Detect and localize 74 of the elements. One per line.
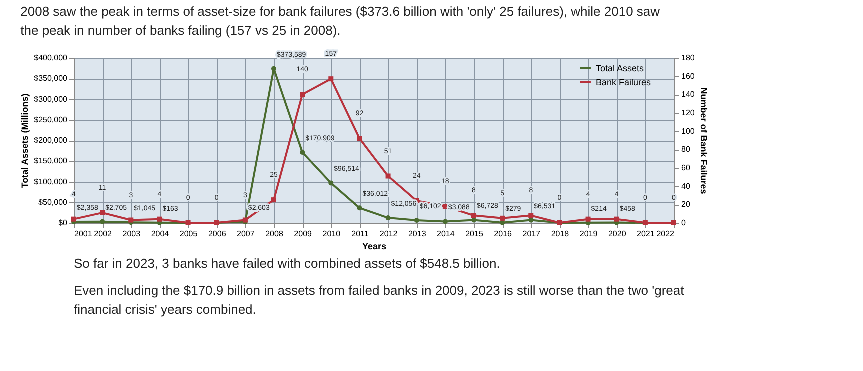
point — [100, 219, 106, 224]
point — [472, 218, 476, 223]
x-tick-label: 2015 — [466, 230, 484, 238]
point — [272, 66, 276, 72]
x-tick-label: 2014 — [437, 230, 456, 238]
y-tick-label: $250,000 — [34, 115, 68, 124]
text: Even including the $170.9 billion in assets from failed banks in 2009, 2023 is still worse than the two 'great financial crisis' years combined. — [74, 283, 685, 317]
point — [386, 216, 391, 221]
x-tick-label: 2009 — [294, 230, 313, 238]
x-tick-label: 2020 — [608, 230, 627, 238]
x-tick-label: 2018 — [551, 230, 570, 238]
y2-tick-label: 60 — [682, 164, 691, 172]
point — [128, 218, 134, 223]
x-axis-title: Years — [362, 242, 387, 252]
point — [528, 218, 534, 223]
point — [500, 216, 506, 221]
legend-label: Bank Failures — [596, 78, 652, 88]
point — [614, 216, 620, 222]
point — [528, 213, 534, 218]
point — [328, 76, 334, 82]
x-tick-label: 2021 — [637, 230, 656, 238]
y-tick-label: $400,000 — [34, 54, 68, 62]
x-tick-label: 2008 — [266, 230, 284, 238]
point — [357, 136, 362, 142]
y2-tick-label: 160 — [682, 72, 696, 81]
y-tick-label: $300,000 — [34, 94, 68, 104]
y2-axis-title: Number of Bank Failures — [698, 88, 709, 194]
x-tick-label: 2005 — [180, 230, 198, 238]
x-tick-label: 2010 — [322, 230, 342, 238]
legend-label: Total Assets — [596, 64, 645, 74]
x-tick-label: 2022 — [656, 230, 676, 238]
y2-tick-label: 180 — [682, 54, 696, 62]
y2-tick-label: 120 — [682, 108, 696, 118]
point — [472, 213, 476, 218]
point — [328, 180, 334, 186]
point — [300, 150, 306, 155]
x-tick-label: 2012 — [380, 230, 398, 238]
point — [300, 92, 306, 98]
x-tick-label: 2019 — [580, 230, 598, 238]
y2-tick-label: 80 — [682, 145, 691, 154]
y2-tick-label: 0 — [682, 218, 686, 228]
point — [100, 210, 106, 216]
point — [157, 216, 162, 222]
point — [414, 218, 420, 223]
y-tick-label: $100,000 — [34, 177, 68, 186]
x-tick-label: 2017 — [522, 230, 542, 238]
x-tick-label: 2001 — [74, 230, 93, 238]
point — [386, 174, 391, 179]
chart-title: 2008 saw the peak in terms of asset-size for bank failures ($373.6 billion with 'only' 25 failures), while 2010 saw the peak in number of banks failing (157 vs 25 in 2008). — [20, 4, 661, 38]
y-axis-title: Total Assets (Millions) — [20, 94, 30, 188]
x-tick-label: 2013 — [408, 230, 427, 238]
y-tick-label: $50,000 — [38, 198, 68, 207]
point — [72, 216, 76, 222]
x-tick-label: 2007 — [237, 230, 256, 238]
y-tick-label: $350,000 — [34, 74, 68, 84]
point — [357, 206, 362, 211]
x-tick-label: 2006 — [208, 230, 227, 238]
x-tick-label: 2003 — [122, 230, 142, 238]
point — [272, 198, 276, 203]
y2-tick-label: 40 — [682, 182, 691, 191]
point — [500, 220, 506, 226]
point — [442, 219, 448, 224]
x-tick-label: 2004 — [151, 230, 170, 238]
text: So far in 2023, 3 banks have failed with combined assets of $548.5 billion. — [74, 256, 500, 271]
y-tick-label: $200,000 — [34, 136, 68, 145]
y2-tick-label: 100 — [682, 126, 696, 136]
y-tick-label: $150,000 — [34, 156, 68, 166]
point — [586, 216, 591, 222]
x-tick-label: 2016 — [494, 230, 513, 238]
x-tick-label: 2011 — [352, 230, 370, 238]
x-tick-label: 2002 — [94, 230, 113, 238]
y2-tick-label: 20 — [682, 200, 691, 210]
y-tick-label: $0 — [58, 218, 68, 228]
y2-tick-label: 140 — [682, 90, 696, 100]
